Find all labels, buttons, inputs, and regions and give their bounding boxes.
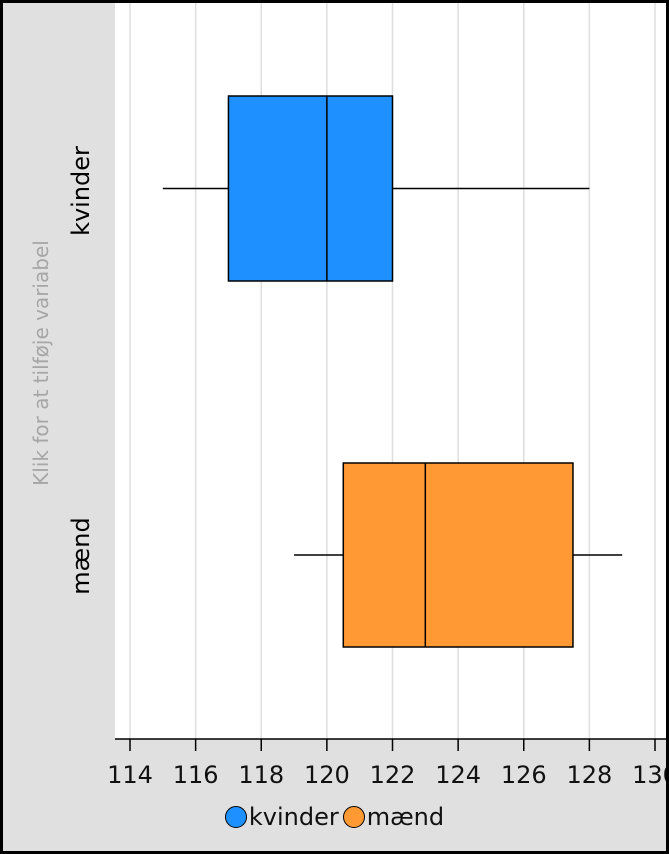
x-tick-label-124: 124 [435,761,481,789]
series-0-box [227,95,394,282]
x-tick-label-130: 130 [632,761,666,789]
legend: kvinder mænd [3,803,666,831]
graph-frame: Klik for at tilføje variabel kvinder mæn… [3,3,666,851]
legend-swatch-maend [342,806,365,828]
legend-label-maend: mænd [366,803,445,831]
x-tick-label-120: 120 [304,761,350,789]
legend-label-kvinder: kvinder [248,803,339,831]
boxplot-chart: 114 116 118 120 122 124 126 128 130 [107,3,666,789]
legend-item-maend[interactable]: mænd [342,803,445,831]
legend-swatch-kvinder [224,806,247,828]
x-tick-label-118: 118 [238,761,284,789]
x-tick-label-122: 122 [370,761,416,789]
x-tick-label-126: 126 [501,761,547,789]
x-tick-label-128: 128 [566,761,612,789]
x-tick-label-114: 114 [107,761,153,789]
x-tick-label-116: 116 [173,761,219,789]
series-1-box [342,462,574,648]
legend-item-kvinder[interactable]: kvinder [224,803,339,831]
y-axis-panel[interactable]: Klik for at tilføje variabel kvinder mæn… [3,3,115,739]
